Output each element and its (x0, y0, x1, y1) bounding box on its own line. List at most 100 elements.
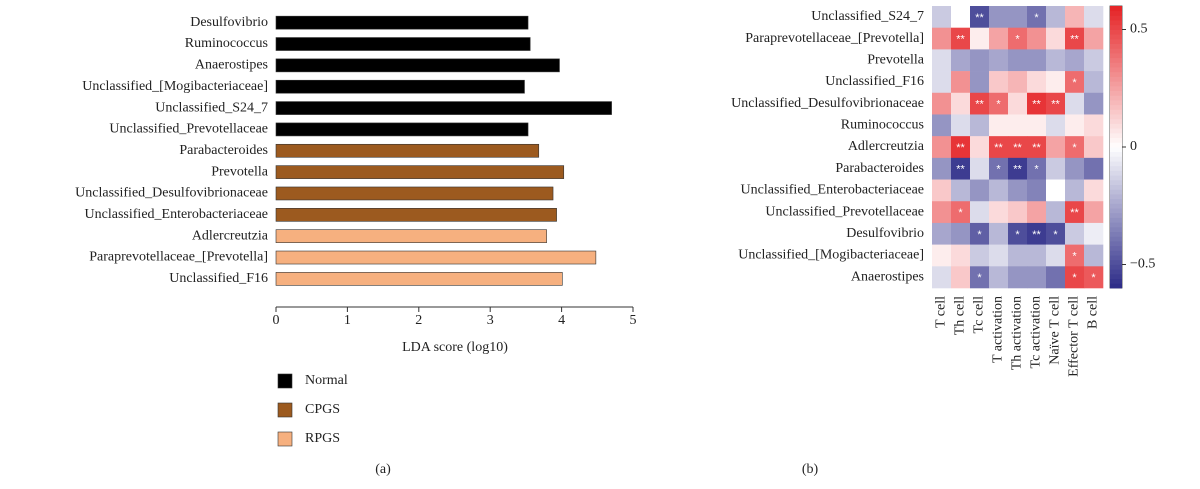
colorbar-step (1110, 24, 1122, 30)
bar (275, 122, 529, 137)
heatmap-cell (1084, 49, 1104, 72)
colorbar-step (1110, 165, 1122, 171)
heatmap-cell (1046, 136, 1066, 159)
row-label: Unclassified_S24_7 (811, 9, 924, 24)
heatmap-cell (951, 244, 971, 267)
heatmap-cell (989, 201, 1009, 224)
heatmap-cell (1065, 222, 1085, 245)
heatmap-cell (970, 244, 990, 267)
heatmap-cell (1065, 266, 1085, 289)
heatmap-cell (989, 222, 1009, 245)
colorbar-step (1110, 194, 1122, 200)
colorbar-step (1110, 269, 1122, 275)
heatmap-cell (989, 179, 1009, 202)
heatmap-cell (1065, 27, 1085, 50)
x-axis-title: LDA score (log10) (402, 340, 508, 355)
x-tick-label: 4 (558, 313, 565, 328)
heatmap-cell (970, 114, 990, 137)
bar (275, 250, 597, 265)
heatmap-cell (970, 157, 990, 180)
heatmap-cell (1008, 179, 1028, 202)
column-label: Th activation (1010, 296, 1025, 370)
colorbar-step (1110, 241, 1122, 247)
heatmap-cell (989, 266, 1009, 289)
significance-mark: * (1034, 164, 1039, 176)
heatmap-cell (951, 266, 971, 289)
row-label: Paraprevotellaceae_[Prevotella] (745, 31, 924, 46)
heatmap-cell (1065, 179, 1085, 202)
heatmap-cell (1027, 244, 1047, 267)
colorbar-step (1110, 132, 1122, 138)
heatmap-cell (1008, 92, 1028, 115)
heatmap-cell (1065, 136, 1085, 159)
column-label: Effector T cell (1067, 296, 1082, 377)
significance-mark: * (1091, 272, 1096, 284)
heatmap-cell (989, 114, 1009, 137)
colorbar-step (1110, 156, 1122, 162)
colorbar-step (1110, 170, 1122, 176)
heatmap-cell (951, 201, 971, 224)
heatmap-cell (1027, 92, 1047, 115)
colorbar-step (1110, 10, 1122, 16)
significance-mark: ** (1070, 34, 1079, 46)
significance-mark: * (1015, 34, 1020, 46)
significance-mark: * (1072, 250, 1077, 262)
heatmap-cell (989, 157, 1009, 180)
significance-mark: ** (1032, 229, 1041, 241)
heatmap-cell (970, 49, 990, 72)
colorbar-step (1110, 104, 1122, 110)
heatmap-cell (1084, 222, 1104, 245)
heatmap-cell (1008, 266, 1028, 289)
heatmap-cell (1008, 136, 1028, 159)
heatmap-cell (1008, 6, 1028, 28)
heatmap-cell (1008, 244, 1028, 267)
heatmap-cell (989, 6, 1009, 28)
heatmap-cell (1046, 71, 1066, 94)
heatmap-cell (1046, 92, 1066, 115)
significance-mark: ** (975, 12, 984, 24)
legend-swatch (277, 373, 293, 389)
y-tick-label: Unclassified_[Mogibacteriaceae] (82, 79, 268, 94)
colorbar-step (1110, 142, 1122, 148)
colorbar-step (1110, 34, 1122, 40)
significance-mark: ** (1070, 207, 1079, 219)
colorbar-step (1110, 67, 1122, 73)
heatmap-cell (932, 244, 952, 267)
heatmap-cell (1046, 49, 1066, 72)
column-label: Th cell (953, 296, 968, 335)
row-label: Unclassified_Enterobacteriaceae (741, 183, 924, 198)
row-label: Unclassified_Desulfovibrionaceae (731, 96, 924, 111)
heatmap-cell (1065, 244, 1085, 267)
colorbar-step (1110, 198, 1122, 204)
heatmap-cell (951, 27, 971, 50)
heatmap-cell (1046, 179, 1066, 202)
colorbar-step (1110, 38, 1122, 44)
colorbar-step (1110, 236, 1122, 242)
significance-mark: * (977, 272, 982, 284)
colorbar-step (1110, 6, 1122, 12)
row-label: Anaerostipes (851, 269, 924, 284)
heatmap-cell (1084, 266, 1104, 289)
y-tick-label: Adlercreutzia (192, 228, 269, 243)
significance-mark: * (996, 99, 1001, 111)
heatmap-cell (932, 136, 952, 159)
heatmap-cell (1027, 71, 1047, 94)
heatmap-cell (1065, 6, 1085, 28)
colorbar-step (1110, 175, 1122, 181)
significance-mark: * (1053, 229, 1058, 241)
heatmap-cell (989, 71, 1009, 94)
x-tick-label: 1 (344, 313, 351, 328)
colorbar-step (1110, 81, 1122, 87)
colorbar-step (1110, 71, 1122, 77)
heatmap-cell (1008, 71, 1028, 94)
x-tick-label: 2 (415, 313, 422, 328)
colorbar-step (1110, 278, 1122, 284)
heatmap-cell (970, 136, 990, 159)
heatmap-cell (970, 27, 990, 50)
heatmap-cell (1065, 114, 1085, 137)
column-label: Tc activation (1029, 296, 1044, 369)
column-label: B cell (1086, 296, 1101, 329)
bar (275, 37, 531, 51)
heatmap-cell (1046, 27, 1066, 50)
bar (275, 79, 525, 94)
